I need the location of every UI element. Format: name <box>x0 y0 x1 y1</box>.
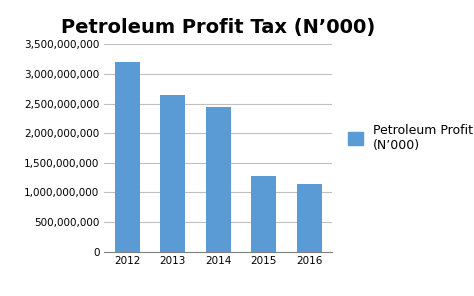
Legend: Petroleum Profit Tax
(N’000): Petroleum Profit Tax (N’000) <box>343 119 474 157</box>
Bar <box>297 184 321 252</box>
Title: Petroleum Profit Tax (N’000): Petroleum Profit Tax (N’000) <box>61 18 375 37</box>
Bar <box>206 107 230 252</box>
Bar <box>160 95 185 252</box>
Bar <box>251 176 276 252</box>
Bar <box>115 62 139 252</box>
